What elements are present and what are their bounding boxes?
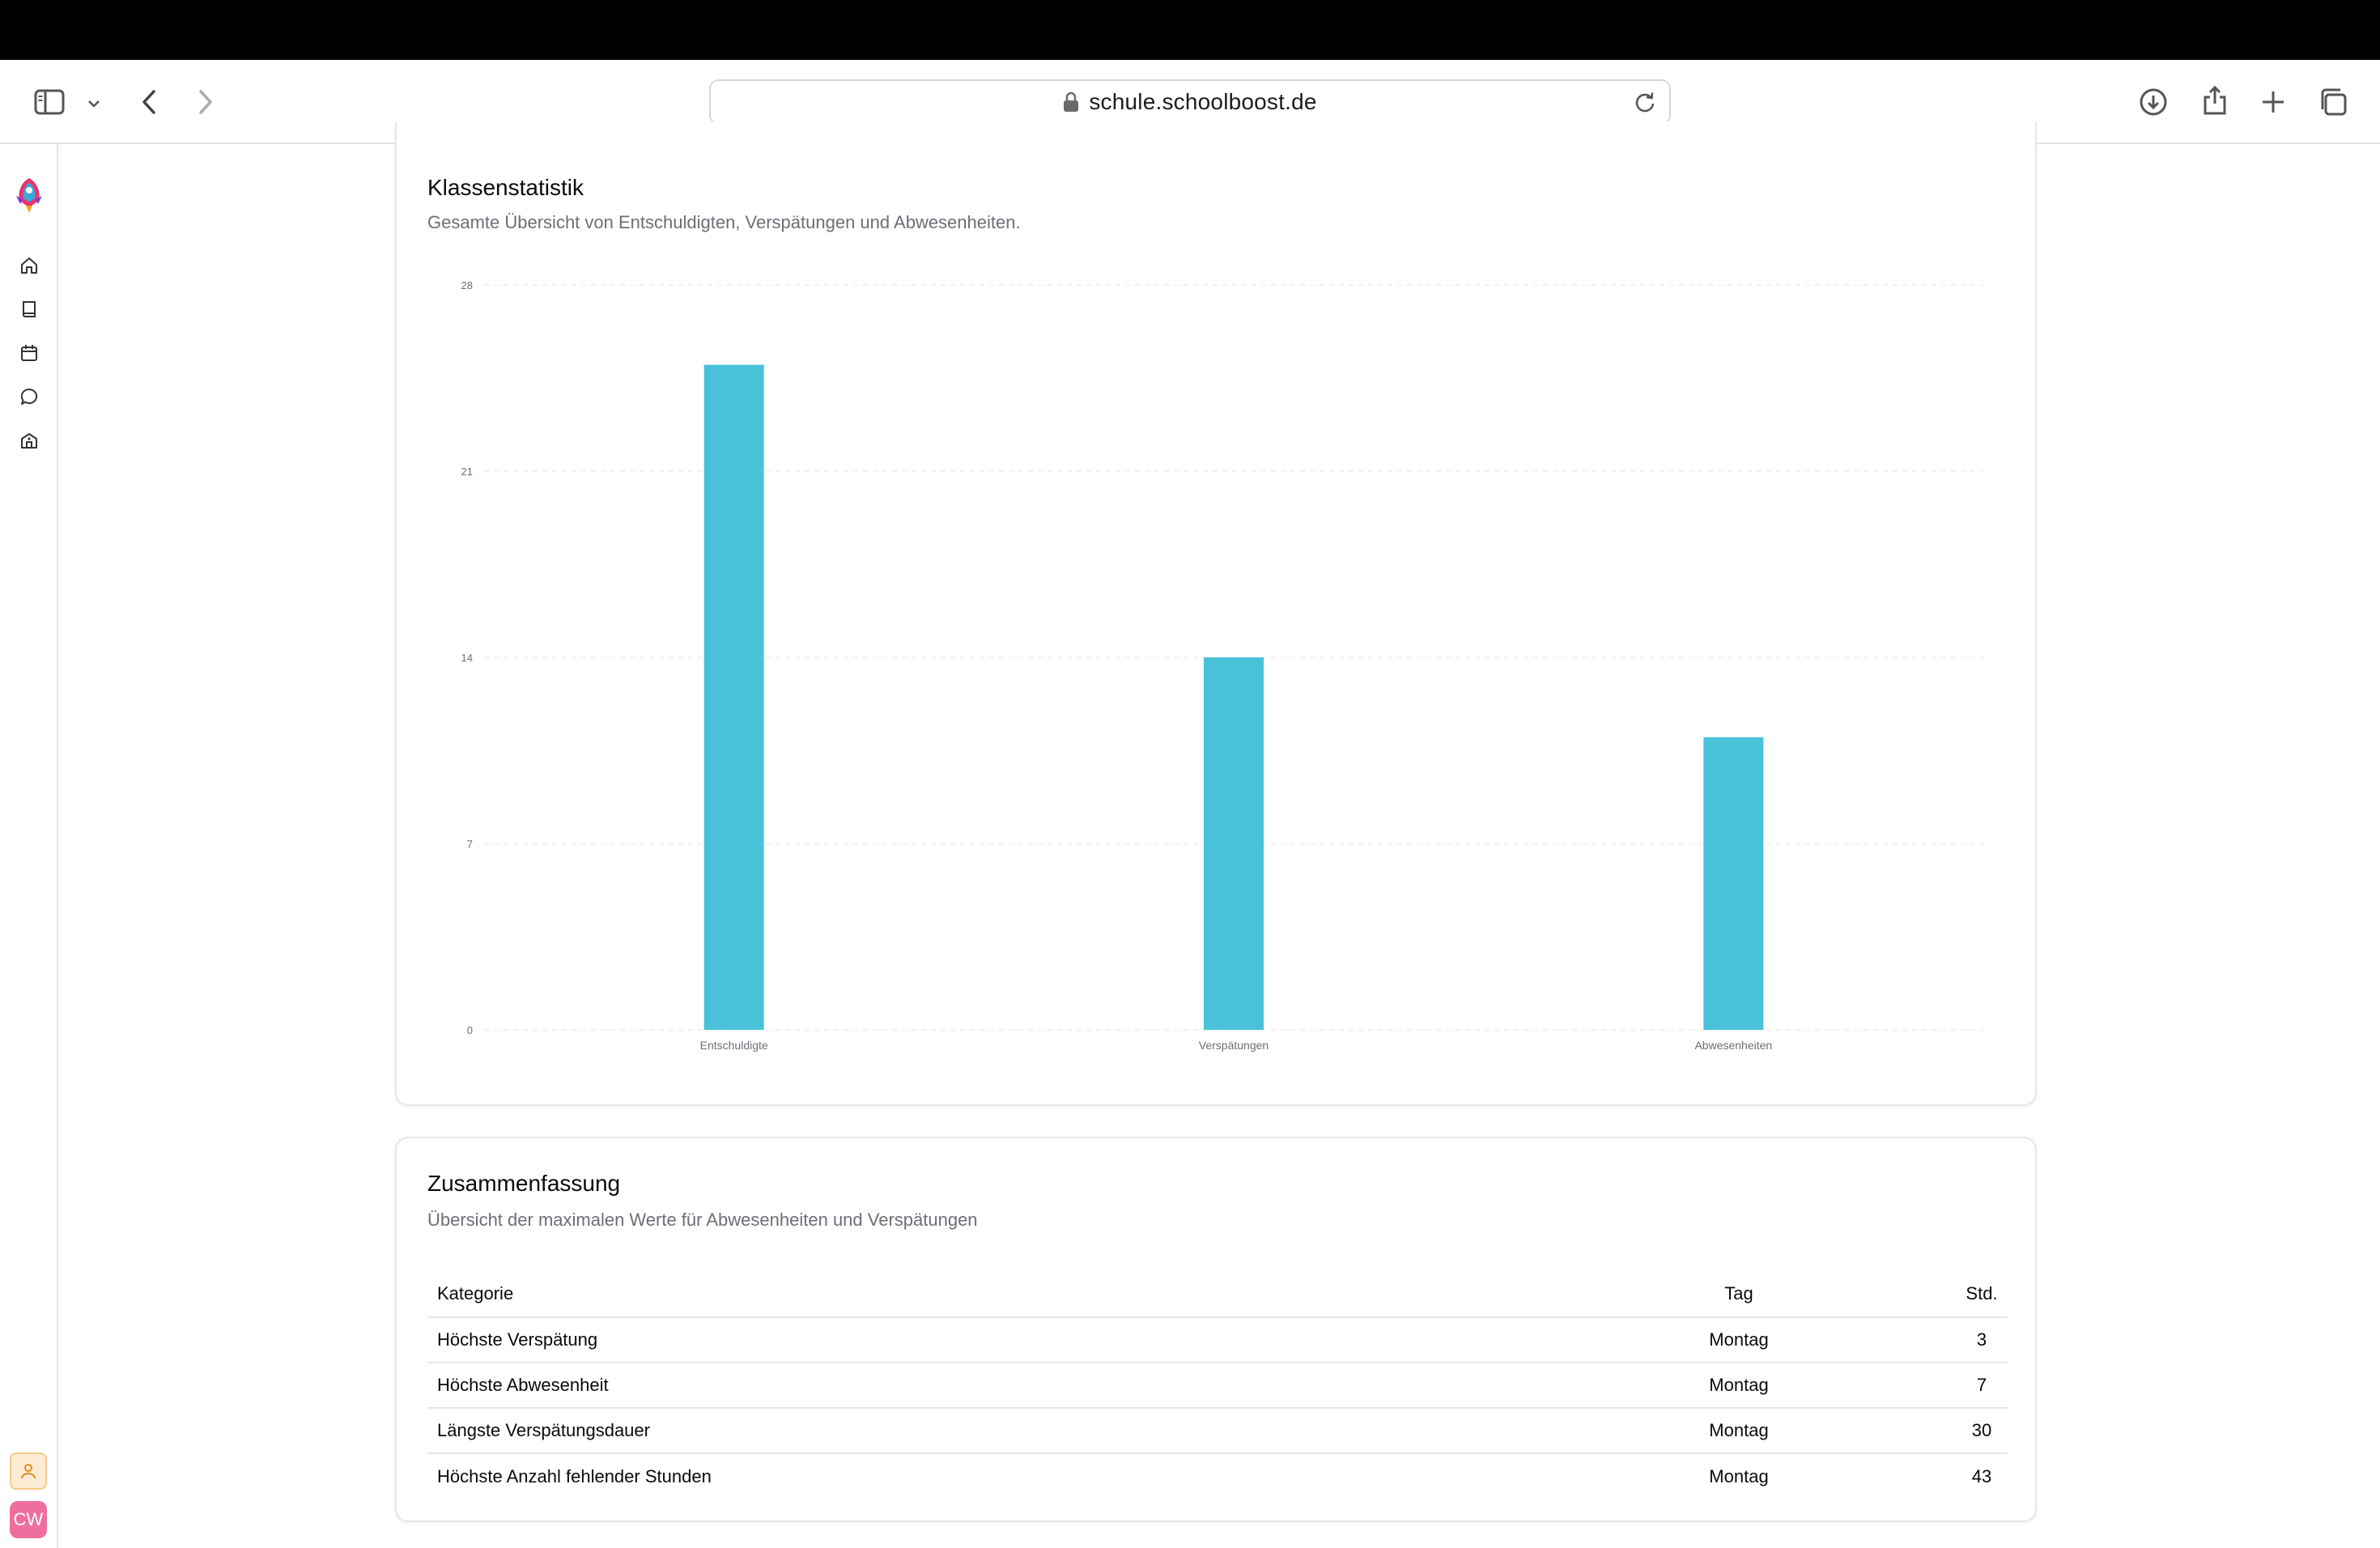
cell-tag: Montag — [1709, 1420, 1769, 1440]
y-tick-label: 28 — [461, 279, 473, 291]
download-icon[interactable] — [2137, 86, 2170, 118]
school-icon[interactable] — [18, 429, 40, 452]
share-icon[interactable] — [2199, 83, 2231, 118]
bar — [1204, 657, 1264, 1030]
table-row: Höchste Verspätung Montag 3 — [427, 1318, 2008, 1363]
bar-chart: 0 7 14 21 28 Entschuldigte Verspätungen Abwesen… — [461, 279, 1983, 1052]
bar — [703, 364, 764, 1031]
cell-tag: Montag — [1709, 1466, 1769, 1486]
summary-card-subtitle: Übersicht der maximalen Werte für Abwese… — [427, 1210, 978, 1230]
x-category-label: Verspätungen — [1199, 1039, 1269, 1052]
column-header-std: Std. — [1966, 1283, 1998, 1303]
back-icon[interactable] — [136, 84, 162, 120]
table-row: Längste Verspätungsdauer Montag 30 — [427, 1409, 2008, 1454]
cell-tag: Montag — [1709, 1375, 1769, 1395]
reload-icon[interactable] — [1634, 91, 1656, 117]
forward-icon[interactable] — [193, 84, 219, 120]
cell-std: 30 — [1971, 1420, 1992, 1440]
y-tick-label: 14 — [461, 652, 473, 664]
chevron-down-icon[interactable] — [84, 94, 104, 113]
table-header-row: Kategorie Tag Std. — [427, 1271, 2008, 1318]
address-bar[interactable]: schule.schoolboost.de — [709, 79, 1671, 125]
cell-kategorie: Höchste Verspätung — [437, 1329, 598, 1350]
summary-card-title: Zusammenfassung — [427, 1171, 621, 1196]
schoolboost-logo-icon[interactable] — [13, 176, 45, 214]
tab-overview-icon[interactable] — [2317, 86, 2349, 118]
cell-std: 43 — [1971, 1466, 1992, 1486]
calendar-icon[interactable] — [18, 342, 40, 364]
klassenstatistik-card: Klassenstatistik Gesamte Übersicht von E… — [395, 121, 2037, 1106]
table-row: Höchste Anzahl fehlender Stunden Montag … — [427, 1454, 2008, 1499]
stats-card-title: Klassenstatistik — [427, 175, 584, 200]
y-tick-label: 0 — [467, 1024, 473, 1036]
cell-kategorie: Längste Verspätungsdauer — [437, 1420, 650, 1440]
cell-std: 7 — [1976, 1375, 1987, 1395]
x-category-label: Abwesenheiten — [1694, 1039, 1772, 1052]
table-row: Höchste Abwesenheit Montag 7 — [427, 1363, 2008, 1409]
system-menubar — [0, 0, 2380, 60]
column-header-kategorie: Kategorie — [437, 1283, 514, 1303]
chat-icon[interactable] — [18, 385, 40, 408]
cell-kategorie: Höchste Abwesenheit — [437, 1375, 609, 1395]
column-header-tag: Tag — [1724, 1283, 1753, 1303]
summary-table: Kategorie Tag Std. Höchste Verspätung Mo… — [427, 1271, 2008, 1499]
avatar[interactable]: CW — [10, 1501, 47, 1538]
cell-tag: Montag — [1709, 1329, 1769, 1350]
new-tab-icon[interactable] — [2259, 87, 2288, 117]
zusammenfassung-card: Zusammenfassung Übersicht der maximalen … — [395, 1137, 2037, 1522]
y-tick-label: 7 — [467, 838, 473, 850]
y-tick-label: 21 — [461, 466, 473, 478]
home-icon[interactable] — [18, 254, 40, 277]
cell-kategorie: Höchste Anzahl fehlender Stunden — [437, 1466, 712, 1486]
user-icon[interactable] — [10, 1452, 47, 1490]
lock-icon — [1063, 91, 1079, 113]
app-sidebar: CW — [0, 144, 58, 1548]
bar — [1703, 737, 1764, 1030]
book-icon[interactable] — [18, 298, 40, 321]
sidebar-toggle-icon[interactable] — [32, 86, 66, 118]
stats-card-subtitle: Gesamte Übersicht von Entschuldigten, Ve… — [427, 212, 1021, 232]
url-text: schule.schoolboost.de — [1089, 89, 1317, 114]
cell-std: 3 — [1976, 1329, 1987, 1350]
x-category-label: Entschuldigte — [700, 1039, 768, 1052]
